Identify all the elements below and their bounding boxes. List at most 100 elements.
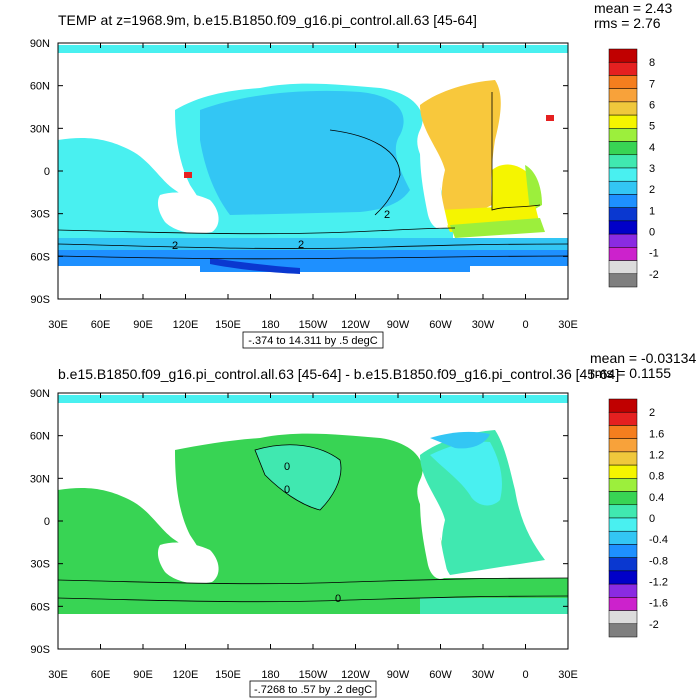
panel-1-atlantic-green [525,165,542,212]
colorbar-label: -1.2 [649,576,668,588]
colorbar-label: 0.8 [649,471,664,483]
colorbar-swatch [608,273,638,288]
panel-2-subtitle-box [249,680,377,698]
colorbar-swatch [608,398,638,413]
x-tick-label: 0 [522,669,528,681]
panel-1-south-atlantic-green [450,218,545,238]
colorbar-label: 6 [649,100,655,112]
colorbar-swatch [608,220,638,235]
x-tick-label: 30E [48,669,68,681]
y-tick-label: 30S [30,559,50,571]
panel-2-yticks: 90N 60N 30N 0 30S 60S 90S [30,388,568,656]
panel-2-contour-a [58,577,568,585]
panel-1-atlantic-warm [420,80,501,225]
panel-1-xticks: 30E 60E 90E 120E 150E 180 150W 120W 90W 60W 30W 0 30… [48,43,578,331]
colorbar-swatch [608,128,638,142]
colorbar-label: 2 [649,407,655,419]
panel-1-southern-band-4 [200,262,470,272]
x-tick-label: 30E [48,319,68,331]
panel-1-contour-a [58,227,456,235]
colorbar-swatch [608,194,638,208]
colorbar-swatch [608,141,638,156]
y-tick-label: 90N [30,38,50,50]
panel-1-colorbar: 8 7 6 5 4 3 2 1 0 -1 -2 [608,48,659,288]
colorbar-label: 0.4 [649,492,664,504]
colorbar-label: 2 [649,184,655,196]
colorbar-swatch [608,583,638,598]
colorbar-swatch [608,557,638,572]
colorbar-swatch [608,597,638,611]
colorbar-swatch [608,438,638,453]
colorbar-swatch [608,570,638,585]
colorbar-label: -1 [649,248,659,260]
panel-1-red-spot-east [546,115,554,121]
panel-1-contour-pac [329,129,401,216]
panel-2-antarctica [58,614,568,649]
panel-1-australia [157,192,219,234]
colorbar-label: 5 [649,121,655,133]
colorbar-label: 0 [649,513,655,525]
panel-2-xticks: 30E 60E 90E 120E 150E 180 150W 120W 90W 60W 30W 0 30… [48,393,578,681]
panel-2-australia [157,542,219,584]
x-tick-label: 60W [429,319,452,331]
panel-2-southern-band-1 [58,578,568,598]
panel-1-weddell-deep [210,258,300,274]
x-tick-label: 150W [299,669,328,681]
panel-1-title: TEMP at z=1968.9m, b.e15.B1850.f09_g16.p… [58,12,477,28]
x-tick-label: 30W [472,669,495,681]
x-tick-label: 30E [558,319,578,331]
y-tick-label: 60S [30,251,50,263]
x-tick-label: 90W [387,319,410,331]
colorbar-swatch [608,478,638,492]
colorbar-swatch [608,233,638,248]
colorbar-swatch [608,61,638,76]
x-tick-label: 90W [387,669,410,681]
x-tick-label: 30E [558,669,578,681]
x-tick-label: 150E [215,319,241,331]
x-tick-label: 30W [472,319,495,331]
panel-1-contour-b [58,243,568,249]
colorbar-label: 8 [649,57,655,69]
panel-2-contour-b [58,595,568,603]
colorbar-swatch [608,517,638,532]
y-tick-label: 90N [30,388,50,400]
y-tick-label: 30S [30,209,50,221]
panel-2-pacific-ocean [175,433,444,585]
x-tick-label: 90E [133,669,153,681]
colorbar-label: 0 [649,226,655,238]
panel-1-mean: mean = 2.43 [594,0,672,16]
y-tick-label: 90S [30,294,50,306]
panel-2-atlantic-cyan [430,441,502,506]
panel-2-southern-band-3 [420,598,568,614]
y-tick-label: 0 [44,166,50,178]
panel-2-contour-label-b: 0 [284,484,290,496]
panel-1-rms: rms = 2.76 [594,15,661,31]
panel-1-red-spot-west [184,172,192,178]
colorbar-swatch [608,504,638,519]
x-tick-label: 60E [91,319,111,331]
y-tick-label: 60S [30,601,50,613]
panel-1-yticks: 90N 60N 30N 0 30S 60S 90S [30,38,568,306]
colorbar-label: 4 [649,142,655,154]
x-tick-label: 60E [91,669,111,681]
panel-2-pacific-teal [255,444,341,510]
panel-2-arctic-band [58,395,568,403]
panel-2-atlantic-north-light [430,431,490,449]
panel-1-contour-label-b: 2 [172,240,178,252]
y-tick-label: 60N [30,431,50,443]
colorbar-swatch [608,260,638,275]
panel-2-title: b.e15.B1850.f09_g16.pi_control.all.63 [4… [58,366,619,382]
x-tick-label: 0 [522,319,528,331]
colorbar-swatch [608,180,638,195]
panel-1-contour-atl [491,92,541,211]
colorbar-swatch [608,114,638,129]
colorbar-swatch [608,623,638,638]
colorbar-label: 7 [649,78,655,90]
colorbar-swatch [608,154,638,169]
panel-2-map: 0 0 0 [58,393,568,649]
y-tick-label: 90S [30,644,50,656]
panel-2-contour-label-c: 0 [335,593,341,605]
panel-2-colorbar: 2 1.6 1.2 0.8 0.4 0 -0.4 -0.8 -1.2 -1.6 -2 [608,398,668,638]
colorbar-swatch [608,101,638,116]
